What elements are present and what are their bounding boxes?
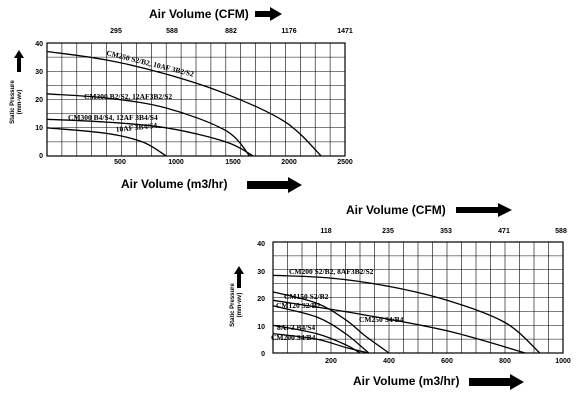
fan-curve-1 — [272, 274, 541, 354]
chart-1-y-tick: 30 — [35, 69, 43, 76]
chart-2-curve-label: CM200 S4/B4 — [271, 333, 316, 342]
chart-1-x-tick: 2500 — [337, 159, 353, 166]
fan-curve-2 — [46, 93, 251, 157]
chart-2-x-tick: 200 — [325, 358, 337, 365]
chart-2-curve-label: 8AF3 B4/S4 — [277, 323, 315, 332]
chart-1-x-tick: 1500 — [225, 159, 241, 166]
chart-2-y-arrow-icon — [234, 266, 244, 288]
chart-1-x-tick: 2000 — [281, 159, 297, 166]
chart-1-top-tick: 882 — [225, 28, 237, 35]
chart-2-curve-label: CM200 S2/B2, 8AF3B2/S2 — [289, 267, 374, 276]
chart-2-top-tick: 588 — [555, 228, 567, 235]
fan-curve-6 — [272, 332, 369, 354]
chart-2-top-tick: 235 — [382, 228, 394, 235]
chart-1-curve-label: CM250 S2/B2, 10AF 3B2/S2 — [106, 48, 195, 79]
chart-1-top-tick: 588 — [166, 28, 178, 35]
chart-2-y-label: Static Pressure (mm-wv) — [230, 282, 243, 326]
chart-2-y-label-text: Static Pressure — [230, 282, 236, 326]
chart-1-x-axis-title: Air Volume (m3/hr) — [121, 177, 227, 191]
chart-2-curve-label: CM250 S4/B4 — [359, 315, 404, 324]
chart-2-x-tick: 800 — [499, 358, 511, 365]
chart-1-curves — [46, 50, 322, 157]
chart-2-curve-label: CM150 S2/B2 — [284, 292, 329, 301]
plot-frame — [46, 42, 346, 157]
chart-2: Air Volume (CFM) 118 235 353 471 588 0 1… — [230, 203, 571, 390]
chart-2-y-tick: 10 — [257, 324, 265, 331]
chart-1-y-arrow-icon — [14, 50, 24, 72]
chart-1-top-tick: 1176 — [281, 28, 296, 35]
fan-curve-2 — [272, 291, 390, 354]
chart-1-y-label: Static Pressure (mm-wv) — [10, 79, 23, 123]
chart-2-x-tick: 1000 — [555, 358, 571, 365]
chart-1-top-tick: 1471 — [337, 28, 353, 35]
chart-1-y-tick: 0 — [39, 153, 43, 160]
plot-frame — [272, 241, 564, 354]
chart-2-y-tick: 40 — [257, 241, 265, 248]
chart-2-y-tick: 0 — [261, 351, 265, 358]
chart-2-x-tick: 400 — [383, 358, 395, 365]
fan-curve-1 — [46, 50, 322, 157]
chart-2-y-tick: 30 — [257, 269, 265, 276]
chart-2-curve-label: CM120 S2/B2 — [276, 301, 321, 310]
chart-2-y-tick: 20 — [257, 296, 265, 303]
chart-1-curve-label: CM300 B2/S2, 12AF3B2/S2 — [84, 92, 172, 101]
chart-1-y-tick: 10 — [35, 125, 43, 132]
chart-1-curve-label: CM300 B4/S4, 12AF 3B4/S4 — [68, 113, 158, 122]
chart-1-grid — [46, 42, 346, 157]
fan-curve-4 — [272, 305, 370, 354]
chart-1-y-label-text: Static Pressure — [10, 79, 16, 123]
chart-1-top-axis-title: Air Volume (CFM) — [149, 7, 249, 21]
fan-curve-4 — [46, 127, 167, 157]
chart-2-top-tick: 471 — [498, 228, 510, 235]
chart-1-y-tick: 40 — [35, 41, 43, 48]
chart-1-y-tick: 20 — [35, 97, 43, 104]
chart-2-x-tick: 600 — [441, 358, 453, 365]
chart-2-top-arrow-icon — [456, 203, 512, 217]
chart-1-top-tick: 295 — [110, 28, 122, 35]
chart-1-x-tick: 1000 — [168, 159, 184, 166]
chart-2-bottom-arrow-icon — [469, 374, 524, 390]
chart-2-curves — [272, 274, 541, 354]
chart-1-bottom-arrow-icon — [247, 177, 302, 193]
chart-2-top-tick: 353 — [440, 228, 452, 235]
chart-1-top-arrow-icon — [255, 7, 282, 21]
chart-2-grid — [272, 241, 564, 354]
fan-curve-3 — [46, 118, 254, 157]
chart-2-top-tick: 118 — [320, 228, 331, 235]
chart-2-top-axis-title: Air Volume (CFM) — [346, 203, 446, 217]
chart-2-x-axis-title: Air Volume (m3/hr) — [353, 374, 459, 388]
chart-1: Air Volume (CFM) 295 588 882 1176 1471 0… — [10, 7, 353, 193]
fan-curve-3 — [272, 299, 526, 354]
chart-1-y-label-unit: (mm-wv) — [17, 90, 23, 115]
chart-2-y-label-unit: (mm-wv) — [237, 293, 243, 318]
chart-1-curve-label: 10AF 3B4/S4 — [115, 121, 158, 134]
chart-1-x-tick: 500 — [114, 159, 126, 166]
